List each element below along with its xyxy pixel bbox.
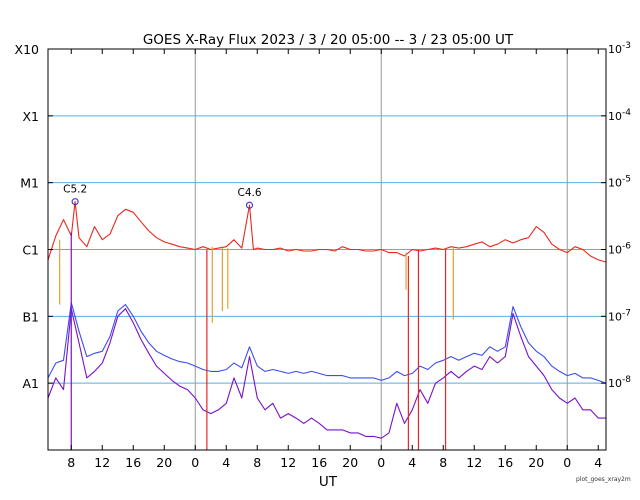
y-right-tick-exponent: -8 — [622, 375, 631, 385]
y-axis-right-ticks: 10-310-410-510-610-710-8 — [601, 41, 631, 390]
y-right-tick-label: 10-3 — [608, 41, 631, 56]
x-tick-label: 12 — [94, 455, 110, 470]
y-right-tick-base: 10 — [608, 310, 622, 323]
x-tick-label: 0 — [377, 455, 385, 470]
y-right-tick-base: 10 — [608, 43, 622, 56]
y-right-tick-label: 10-7 — [608, 308, 631, 323]
x-tick-label: 0 — [563, 455, 571, 470]
flare-peak-marker — [71, 198, 79, 206]
x-tick-label: 12 — [280, 455, 296, 470]
spike-group — [59, 232, 454, 450]
x-tick-label: 20 — [528, 455, 544, 470]
y-left-tick-label: X10 — [15, 42, 40, 57]
series-line-2 — [47, 308, 606, 439]
chart-title: GOES X-Ray Flux 2023 / 3 / 20 05:00 -- 3… — [143, 32, 514, 48]
y-left-tick-label: M1 — [20, 176, 39, 191]
x-tick-label: 16 — [311, 455, 327, 470]
x-tick-label: 4 — [594, 455, 602, 470]
series-group — [47, 201, 607, 439]
flare-peak-marker — [245, 201, 254, 209]
y-right-tick-exponent: -5 — [622, 175, 631, 185]
x-tick-label: 8 — [253, 455, 261, 470]
y-right-tick-exponent: -6 — [622, 242, 631, 252]
x-axis-ticks: 8 12 16 20 0 4 8 12 16 20 0 4 8 12 16 20 0 4 — [67, 49, 602, 470]
y-right-tick-label: 10-6 — [608, 242, 631, 257]
x-tick-label: 16 — [497, 455, 513, 470]
annotations: C5.2 C4.6 — [63, 184, 262, 209]
x-axis-label: UT — [319, 474, 338, 490]
x-tick-label: 0 — [191, 455, 199, 470]
y-right-tick-label: 10-5 — [608, 175, 631, 190]
y-left-tick-label: A1 — [22, 376, 39, 391]
y-right-tick-base: 10 — [608, 244, 622, 257]
y-right-tick-exponent: -7 — [622, 308, 631, 318]
y-right-tick-base: 10 — [608, 177, 622, 190]
x-tick-label: 12 — [466, 455, 482, 470]
y-right-tick-exponent: -3 — [622, 41, 631, 51]
y-right-tick-base: 10 — [608, 377, 622, 390]
y-left-tick-label: X1 — [22, 109, 39, 124]
x-tick-label: 20 — [156, 455, 172, 470]
y-right-tick-base: 10 — [608, 110, 622, 123]
flare-peak-label: C4.6 — [237, 187, 261, 199]
x-tick-label: 4 — [408, 455, 416, 470]
y-right-tick-exponent: -4 — [622, 108, 631, 118]
series-line-0 — [47, 201, 607, 263]
y-right-tick-label: 10-4 — [608, 108, 631, 123]
y-right-tick-label: 10-8 — [608, 375, 631, 390]
y-left-tick-label: B1 — [22, 309, 39, 324]
y-axis-left-ticks: X10 X1 M1 C1 B1 A1 — [15, 42, 53, 391]
plot-credit: plot_goes_xray2m — [576, 476, 631, 483]
x-tick-label: 20 — [342, 455, 358, 470]
x-tick-label: 8 — [67, 455, 75, 470]
x-tick-label: 8 — [439, 455, 447, 470]
x-tick-label: 4 — [222, 455, 230, 470]
series-line-1 — [47, 302, 607, 384]
flare-peak-label: C5.2 — [63, 184, 87, 196]
x-tick-label: 16 — [125, 455, 141, 470]
y-left-tick-label: C1 — [22, 243, 39, 258]
